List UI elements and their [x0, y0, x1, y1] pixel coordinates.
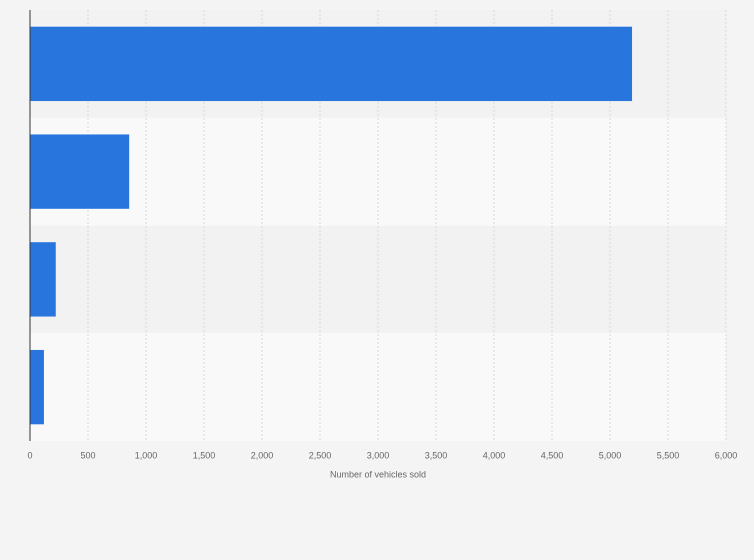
x-tick-label: 5,000 — [599, 450, 622, 460]
x-tick-label: 500 — [80, 450, 95, 460]
bar — [30, 349, 44, 425]
bar — [30, 134, 130, 209]
x-tick-label: 1,000 — [135, 450, 158, 460]
x-tick-label: 3,500 — [425, 450, 448, 460]
x-tick-label: 5,500 — [657, 450, 680, 460]
bar — [30, 242, 56, 317]
x-tick-label: 1,500 — [193, 450, 216, 460]
x-tick-label: 4,000 — [483, 450, 506, 460]
x-tick-label: 2,000 — [251, 450, 274, 460]
x-tick-label: 2,500 — [309, 450, 332, 460]
x-tick-label: 0 — [27, 450, 32, 460]
bar — [30, 26, 633, 102]
x-tick-label: 6,000 — [715, 450, 738, 460]
x-tick-label: 3,000 — [367, 450, 390, 460]
x-tick-label: 4,500 — [541, 450, 564, 460]
x-axis-title: Number of vehicles sold — [330, 469, 426, 479]
